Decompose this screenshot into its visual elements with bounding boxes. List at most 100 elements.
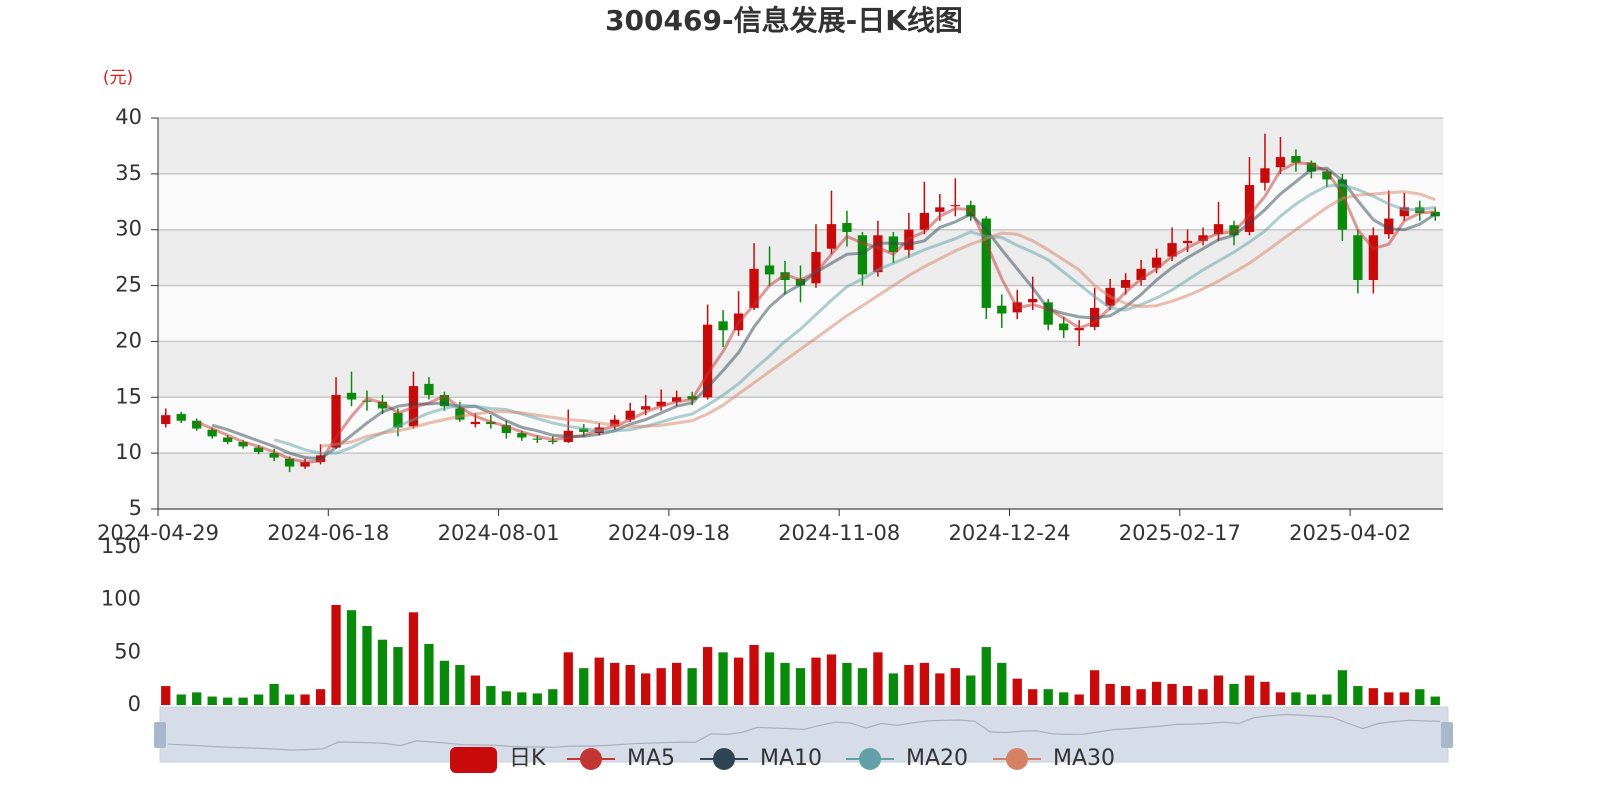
candle-body [950,205,960,207]
volume-bar [223,697,233,705]
candle-body [1384,218,1394,235]
candle-body [455,408,465,420]
volume-bar [176,694,186,705]
volume-bar [439,660,450,705]
grid-band [158,397,1443,454]
volume-bar [997,662,1007,705]
candle-body [269,453,279,458]
candle-body [470,421,481,425]
candle-body [1043,302,1053,325]
y-axis-label: (元) [103,68,133,88]
candle-body [161,415,171,425]
volume-bar [1430,696,1440,705]
candle-body [1151,257,1162,268]
candle-body [1120,279,1131,288]
volume-bar [1090,670,1100,705]
volume-tick-label: 50 [114,639,141,663]
volume-bar [1337,670,1348,705]
volume-bar [238,697,248,705]
volume-bar [501,691,511,705]
legend-label[interactable]: MA20 [906,746,968,771]
candle-body [935,207,945,212]
legend-label[interactable]: MA5 [627,746,675,771]
x-tick-label: 2025-04-02 [1289,521,1411,545]
candle-body [702,324,713,398]
candle-body [223,437,233,442]
candle-body [439,395,450,407]
volume-tick-label: 100 [101,587,141,611]
grid-band [158,118,1443,174]
volume-bar [950,668,960,705]
candle-body [1213,224,1224,235]
volume-bar [1074,694,1084,705]
grid-band [158,453,1443,509]
candle-body [207,429,217,437]
candle-body [1337,179,1348,230]
candle-body [718,321,728,331]
candle-body [997,305,1007,314]
ma-line [320,190,1436,448]
candle-body [284,458,295,467]
candle-body [826,224,837,249]
volume-bar [873,652,883,705]
volume-bar [888,673,899,705]
volume-bar [284,694,295,705]
volume-bar [207,696,217,705]
volume-bar [192,692,202,705]
volume-bar [1136,689,1146,705]
volume-bar [331,604,341,705]
volume-bar [300,694,310,705]
volume-bar [935,673,945,705]
volume-bar [780,662,790,705]
volume-bar [625,664,635,705]
legend-label[interactable]: MA10 [760,746,822,771]
candle-body [873,235,883,273]
x-tick-label: 2024-12-24 [948,521,1070,545]
volume-tick-label: 0 [128,692,141,716]
volume-bar [563,652,573,705]
y-tick-label: 30 [115,217,142,241]
candle-body [672,397,682,402]
volume-bar [548,689,558,705]
candle-body [1260,168,1270,183]
y-tick-label: 40 [115,105,142,129]
y-tick-label: 10 [115,440,142,464]
candle-body [346,392,357,400]
y-tick-label: 20 [115,328,142,352]
volume-bar [1384,692,1394,705]
legend-icon [580,748,602,770]
volume-bar [733,657,744,705]
candle-body [1136,268,1146,280]
volume-bar [470,675,481,705]
zoom-handle[interactable] [1441,722,1453,748]
volume-tick-label: 150 [101,534,141,558]
volume-bar [1012,678,1022,705]
zoom-shadow [167,713,1441,751]
volume-bar [1043,689,1053,705]
volume-bar [532,693,542,705]
candle-body [393,412,403,428]
candle-body [517,433,527,438]
candle-body [625,410,635,420]
volume-bar [1059,692,1069,705]
zoom-handle[interactable] [154,722,166,748]
candle-body [253,447,264,453]
candle-body [919,212,929,230]
candle-body [176,414,186,421]
candle-body [192,420,202,429]
volume-bar [811,657,821,705]
volume-bar [1167,683,1177,705]
volume-bar [393,647,403,705]
volume-bar [764,652,775,705]
candle-body [641,406,651,410]
ma-line [273,183,1436,455]
y-tick-label: 35 [115,161,142,185]
volume-bar [1028,689,1038,705]
volume-bar [687,668,697,705]
legend-label[interactable]: MA30 [1053,746,1115,771]
x-tick-label: 2025-02-17 [1119,521,1241,545]
candle-body [610,419,620,427]
volume-bar [1368,688,1378,705]
volume-bar [579,668,589,705]
candle-body [377,401,388,409]
